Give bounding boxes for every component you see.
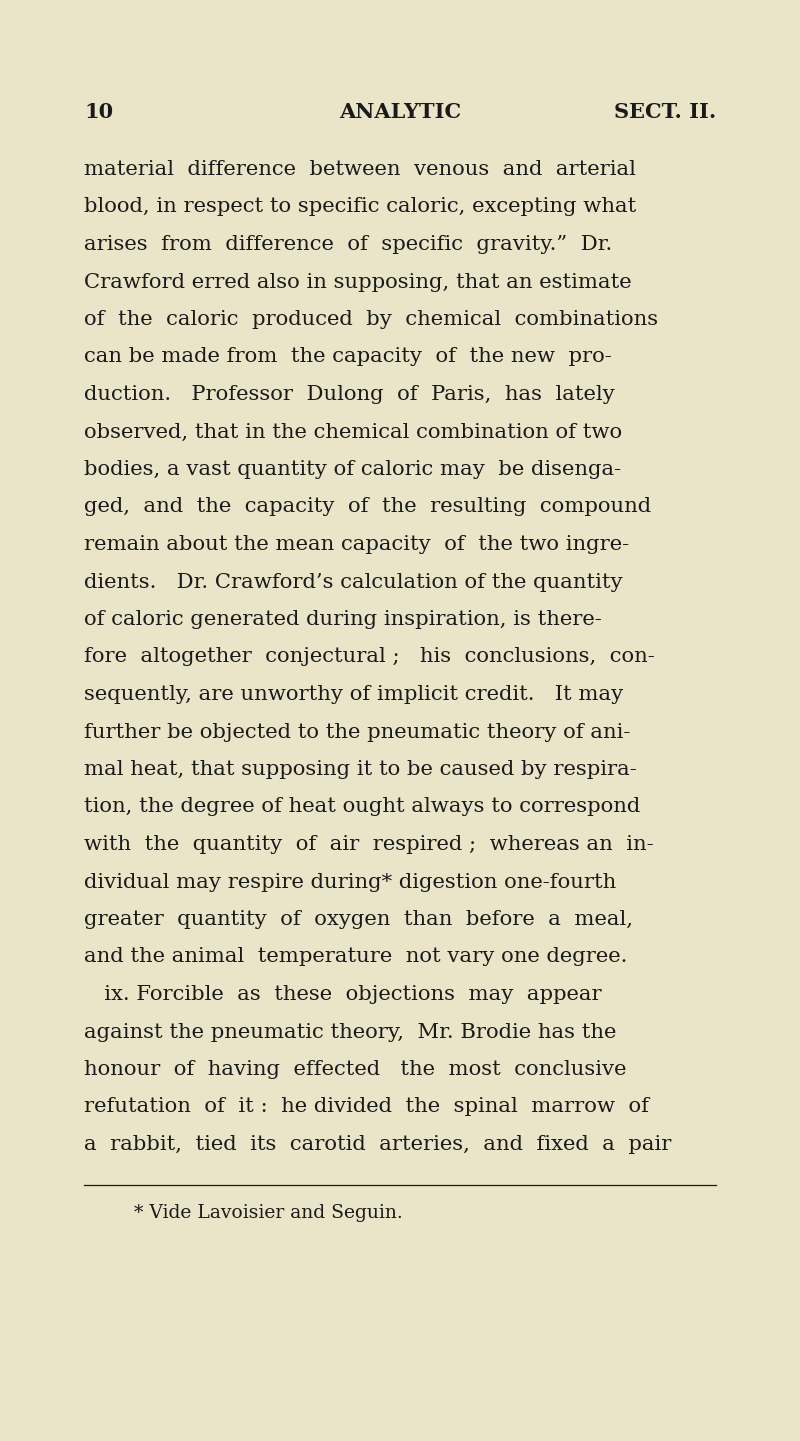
- Text: with  the  quantity  of  air  respired ;  whereas an  in-: with the quantity of air respired ; wher…: [84, 834, 654, 855]
- Text: honour  of  having  effected   the  most  conclusive: honour of having effected the most concl…: [84, 1061, 626, 1079]
- Text: material  difference  between  venous  and  arterial: material difference between venous and a…: [84, 160, 636, 179]
- Text: greater  quantity  of  oxygen  than  before  a  meal,: greater quantity of oxygen than before a…: [84, 911, 633, 929]
- Text: arises  from  difference  of  specific  gravity.”  Dr.: arises from difference of specific gravi…: [84, 235, 612, 254]
- Text: fore  altogether  conjectural ;   his  conclusions,  con-: fore altogether conjectural ; his conclu…: [84, 647, 654, 667]
- Text: further be objected to the pneumatic theory of ani-: further be objected to the pneumatic the…: [84, 722, 630, 742]
- Text: tion, the degree of heat ought always to correspond: tion, the degree of heat ought always to…: [84, 797, 640, 817]
- Text: against the pneumatic theory,  Mr. Brodie has the: against the pneumatic theory, Mr. Brodie…: [84, 1023, 616, 1042]
- Text: ged,  and  the  capacity  of  the  resulting  compound: ged, and the capacity of the resulting c…: [84, 497, 651, 516]
- Text: can be made from  the capacity  of  the new  pro-: can be made from the capacity of the new…: [84, 347, 612, 366]
- Text: Crawford erred also in supposing, that an estimate: Crawford erred also in supposing, that a…: [84, 272, 632, 291]
- Text: 10: 10: [84, 102, 113, 122]
- Text: dividual may respire during* digestion one-fourth: dividual may respire during* digestion o…: [84, 872, 616, 892]
- Text: ix. Forcible  as  these  objections  may  appear: ix. Forcible as these objections may app…: [84, 986, 602, 1004]
- Text: SECT. II.: SECT. II.: [614, 102, 716, 122]
- Text: refutation  of  it :  he divided  the  spinal  marrow  of: refutation of it : he divided the spinal…: [84, 1098, 649, 1117]
- Text: sequently, are unworthy of implicit credit.   It may: sequently, are unworthy of implicit cred…: [84, 684, 623, 705]
- Text: duction.   Professor  Dulong  of  Paris,  has  lately: duction. Professor Dulong of Paris, has …: [84, 385, 614, 403]
- Text: of caloric generated during inspiration, is there-: of caloric generated during inspiration,…: [84, 610, 602, 630]
- Text: bodies, a vast quantity of caloric may  be disenga-: bodies, a vast quantity of caloric may b…: [84, 460, 621, 478]
- Text: mal heat, that supposing it to be caused by respira-: mal heat, that supposing it to be caused…: [84, 759, 637, 780]
- Text: remain about the mean capacity  of  the two ingre-: remain about the mean capacity of the tw…: [84, 535, 629, 553]
- Text: a  rabbit,  tied  its  carotid  arteries,  and  fixed  a  pair: a rabbit, tied its carotid arteries, and…: [84, 1136, 671, 1154]
- Text: blood, in respect to specific caloric, excepting what: blood, in respect to specific caloric, e…: [84, 197, 636, 216]
- Text: observed, that in the chemical combination of two: observed, that in the chemical combinati…: [84, 422, 622, 441]
- Text: of  the  caloric  produced  by  chemical  combinations: of the caloric produced by chemical comb…: [84, 310, 658, 329]
- Text: * Vide Lavoisier and Seguin.: * Vide Lavoisier and Seguin.: [134, 1205, 402, 1222]
- Text: and the animal  temperature  not vary one degree.: and the animal temperature not vary one …: [84, 948, 627, 967]
- Text: ANALYTIC: ANALYTIC: [339, 102, 461, 122]
- Text: dients.   Dr. Crawford’s calculation of the quantity: dients. Dr. Crawford’s calculation of th…: [84, 572, 622, 591]
